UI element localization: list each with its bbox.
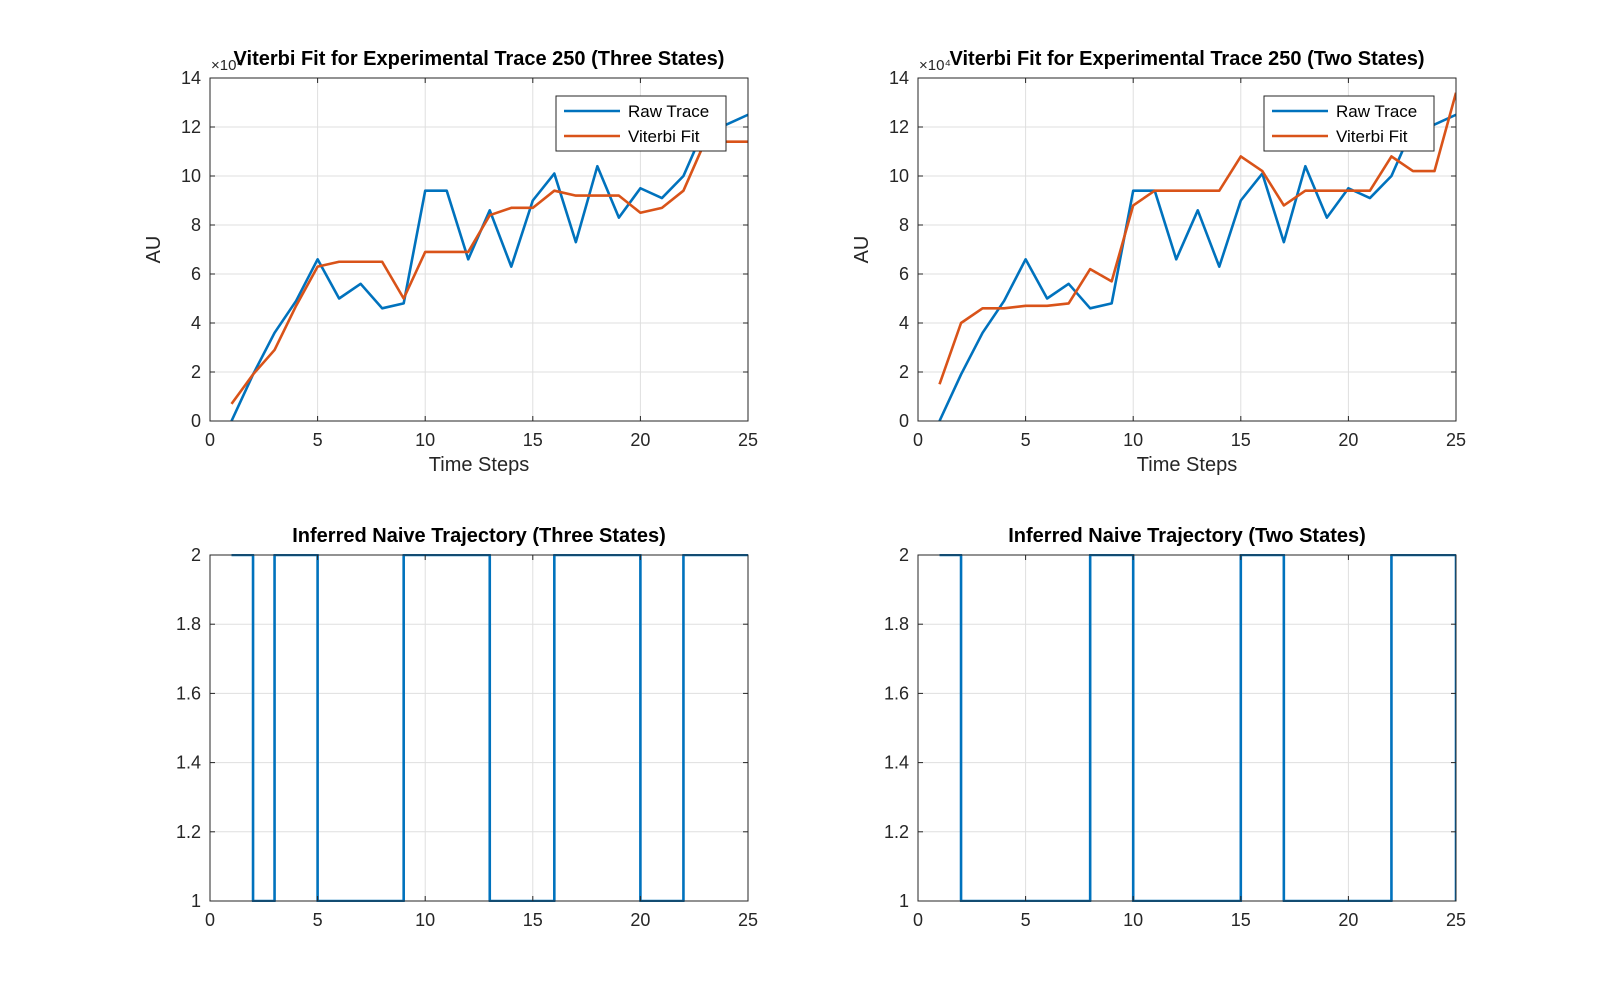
chart-title: Viterbi Fit for Experimental Trace 250 (… <box>234 48 725 70</box>
chart-4: 0 5 10 15 20 25 1 1.2 1.4 1.6 1.8 2 Inferred Naive T… <box>884 525 1466 930</box>
y-tick-label: 4 <box>191 313 201 333</box>
legend-label: Raw Trace <box>628 102 709 121</box>
y-tick-label: 6 <box>191 264 201 284</box>
y-tick-label: 0 <box>191 411 201 431</box>
y-tick-label: 1.4 <box>176 753 201 773</box>
legend: Raw Trace Viterbi Fit <box>555 95 727 152</box>
y-tick-label: 10 <box>889 166 909 186</box>
y-exponent-label: ×10⁴ <box>211 57 243 74</box>
x-tick-label: 0 <box>913 910 923 930</box>
y-tick-label: 1 <box>191 891 201 911</box>
plot-area <box>210 555 748 901</box>
chart-title: Viterbi Fit for Experimental Trace 250 (… <box>950 48 1425 70</box>
legend-box <box>1263 95 1435 152</box>
y-tick-label: 12 <box>889 117 909 137</box>
x-tick-label: 15 <box>1231 430 1251 450</box>
y-tick-label: 8 <box>191 215 201 235</box>
x-tick-label: 25 <box>738 910 758 930</box>
y-axis-label: AU <box>143 236 165 264</box>
chart-title: Inferred Naive Trajectory (Three States) <box>292 525 665 547</box>
legend-label: Raw Trace <box>1336 102 1417 121</box>
axes-frame <box>917 554 1457 902</box>
y-tick-label: 14 <box>181 68 201 88</box>
axes-frame <box>209 77 749 422</box>
x-tick-label: 20 <box>1338 910 1358 930</box>
chart-title: Inferred Naive Trajectory (Two States) <box>1008 525 1366 547</box>
y-tick-label: 1.6 <box>176 683 201 703</box>
x-tick-label: 15 <box>523 430 543 450</box>
series-line-viterbi-fit <box>230 140 748 405</box>
x-tick-label: 25 <box>1446 430 1466 450</box>
plot-area <box>918 555 1456 901</box>
axes-frame <box>917 77 1457 422</box>
y-axis-label: AU <box>851 236 873 264</box>
x-tick-label: 5 <box>313 910 323 930</box>
y-tick-label: 2 <box>899 545 909 565</box>
x-tick-label: 10 <box>415 910 435 930</box>
x-tick-label: 25 <box>738 430 758 450</box>
y-tick-label: 2 <box>899 362 909 382</box>
series-line-raw-trace <box>230 113 748 422</box>
y-exponent-label: ×10⁴ <box>919 57 951 74</box>
y-tick-label: 14 <box>889 68 909 88</box>
y-tick-label: 2 <box>191 545 201 565</box>
x-tick-label: 10 <box>1123 430 1143 450</box>
y-tick-label: 1.4 <box>884 753 909 773</box>
axes-frame <box>209 554 749 902</box>
y-tick-label: 12 <box>181 117 201 137</box>
y-tick-label: 1.2 <box>884 822 909 842</box>
y-tick-label: 2 <box>191 362 201 382</box>
y-tick-label: 8 <box>899 215 909 235</box>
legend: Raw Trace Viterbi Fit <box>1263 95 1435 152</box>
y-tick-label: 6 <box>899 264 909 284</box>
y-tick-label: 1.6 <box>884 683 909 703</box>
legend-box <box>555 95 727 152</box>
chart-3: 0 5 10 15 20 25 1 1.2 1.4 1.6 1.8 2 Inferred Naive T… <box>176 525 758 930</box>
x-axis-label: Time Steps <box>429 454 529 476</box>
x-tick-label: 5 <box>313 430 323 450</box>
x-tick-label: 20 <box>630 910 650 930</box>
series-line-viterbi-fit <box>938 92 1456 385</box>
y-tick-label: 1.8 <box>884 614 909 634</box>
y-tick-label: 4 <box>899 313 909 333</box>
x-tick-label: 0 <box>913 430 923 450</box>
x-tick-label: 10 <box>415 430 435 450</box>
series-line-raw-trace <box>938 113 1456 422</box>
x-tick-label: 25 <box>1446 910 1466 930</box>
y-tick-label: 10 <box>181 166 201 186</box>
y-tick-label: 1.8 <box>176 614 201 634</box>
x-tick-label: 20 <box>1338 430 1358 450</box>
y-tick-label: 1 <box>899 891 909 911</box>
x-tick-label: 10 <box>1123 910 1143 930</box>
legend-label: Viterbi Fit <box>628 127 700 146</box>
x-tick-label: 0 <box>205 910 215 930</box>
y-tick-label: 1.2 <box>176 822 201 842</box>
x-tick-label: 20 <box>630 430 650 450</box>
x-tick-label: 15 <box>523 910 543 930</box>
x-axis-label: Time Steps <box>1137 454 1237 476</box>
y-tick-label: 0 <box>899 411 909 431</box>
legend-label: Viterbi Fit <box>1336 127 1408 146</box>
x-tick-label: 5 <box>1021 430 1031 450</box>
x-tick-label: 5 <box>1021 910 1031 930</box>
x-tick-label: 15 <box>1231 910 1251 930</box>
x-tick-label: 0 <box>205 430 215 450</box>
